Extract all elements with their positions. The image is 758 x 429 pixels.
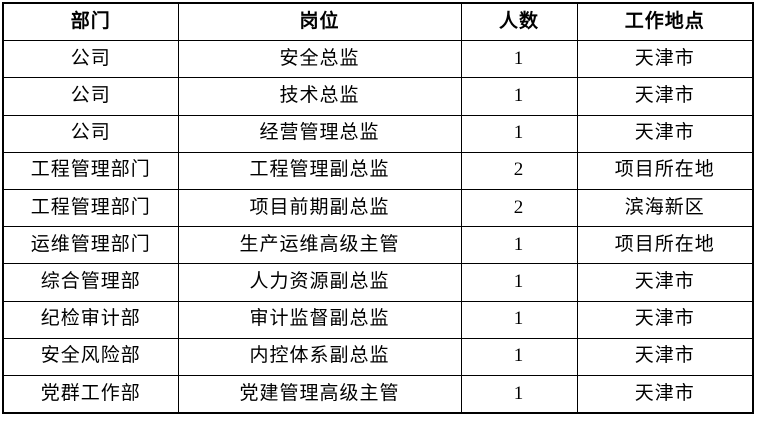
table-cell: 1 <box>460 226 578 265</box>
table-header-row: 部门 岗位 人数 工作地点 <box>2 2 754 42</box>
recruitment-table-container: 部门 岗位 人数 工作地点 公司 安全总监 1 天津市 公司 技术总监 1 天津市 公司 经营管理总监 1… <box>2 2 754 415</box>
table-row: 公司 技术总监 1 天津市 <box>2 77 754 116</box>
table-cell: 运维管理部门 <box>2 226 179 265</box>
table-cell: 1 <box>460 114 578 153</box>
table-cell: 项目所在地 <box>576 151 754 190</box>
table-cell: 1 <box>460 77 578 116</box>
table-cell: 综合管理部 <box>2 263 179 302</box>
table-cell: 项目所在地 <box>576 226 754 265</box>
table-cell: 1 <box>460 300 578 339</box>
column-header-0: 部门 <box>2 2 179 42</box>
table-cell: 天津市 <box>576 40 754 79</box>
table-cell: 天津市 <box>576 114 754 153</box>
table-row: 工程管理部门 项目前期副总监 2 滨海新区 <box>2 188 754 228</box>
table-cell: 项目前期副总监 <box>177 188 462 228</box>
table-cell: 安全风险部 <box>2 337 179 376</box>
table-cell: 公司 <box>2 77 179 116</box>
table-cell: 纪检审计部 <box>2 300 179 339</box>
table-cell: 天津市 <box>576 300 754 339</box>
table-cell: 党群工作部 <box>2 374 179 414</box>
table-row: 安全风险部 内控体系副总监 1 天津市 <box>2 337 754 376</box>
table-cell: 2 <box>460 151 578 190</box>
table-cell: 内控体系副总监 <box>177 337 462 376</box>
table-cell: 天津市 <box>576 263 754 302</box>
table-cell: 1 <box>460 40 578 79</box>
table-row: 运维管理部门 生产运维高级主管 1 项目所在地 <box>2 226 754 265</box>
table-body: 公司 安全总监 1 天津市 公司 技术总监 1 天津市 公司 经营管理总监 1 天津市 工程管理部门 工程… <box>2 40 754 414</box>
table-cell: 工程管理部门 <box>2 151 179 190</box>
table-cell: 党建管理高级主管 <box>177 374 462 414</box>
table-row: 纪检审计部 审计监督副总监 1 天津市 <box>2 300 754 339</box>
table-row: 综合管理部 人力资源副总监 1 天津市 <box>2 263 754 302</box>
table-cell: 2 <box>460 188 578 228</box>
table-row: 党群工作部 党建管理高级主管 1 天津市 <box>2 374 754 414</box>
column-header-2: 人数 <box>460 2 578 42</box>
column-header-1: 岗位 <box>177 2 462 42</box>
job-positions-table: 部门 岗位 人数 工作地点 公司 安全总监 1 天津市 公司 技术总监 1 天津市 公司 经营管理总监 1… <box>2 2 754 415</box>
table-row: 公司 安全总监 1 天津市 <box>2 40 754 79</box>
column-header-3: 工作地点 <box>576 2 754 42</box>
table-cell: 天津市 <box>576 374 754 414</box>
table-cell: 滨海新区 <box>576 188 754 228</box>
table-cell: 1 <box>460 374 578 414</box>
table-cell: 公司 <box>2 40 179 79</box>
table-cell: 审计监督副总监 <box>177 300 462 339</box>
table-cell: 安全总监 <box>177 40 462 79</box>
table-cell: 1 <box>460 263 578 302</box>
table-header: 部门 岗位 人数 工作地点 <box>2 2 754 42</box>
table-cell: 经营管理总监 <box>177 114 462 153</box>
table-row: 工程管理部门 工程管理副总监 2 项目所在地 <box>2 151 754 190</box>
table-cell: 生产运维高级主管 <box>177 226 462 265</box>
table-cell: 1 <box>460 337 578 376</box>
table-cell: 技术总监 <box>177 77 462 116</box>
table-cell: 工程管理副总监 <box>177 151 462 190</box>
table-cell: 公司 <box>2 114 179 153</box>
table-row: 公司 经营管理总监 1 天津市 <box>2 114 754 153</box>
table-cell: 人力资源副总监 <box>177 263 462 302</box>
table-cell: 工程管理部门 <box>2 188 179 228</box>
table-cell: 天津市 <box>576 337 754 376</box>
table-cell: 天津市 <box>576 77 754 116</box>
